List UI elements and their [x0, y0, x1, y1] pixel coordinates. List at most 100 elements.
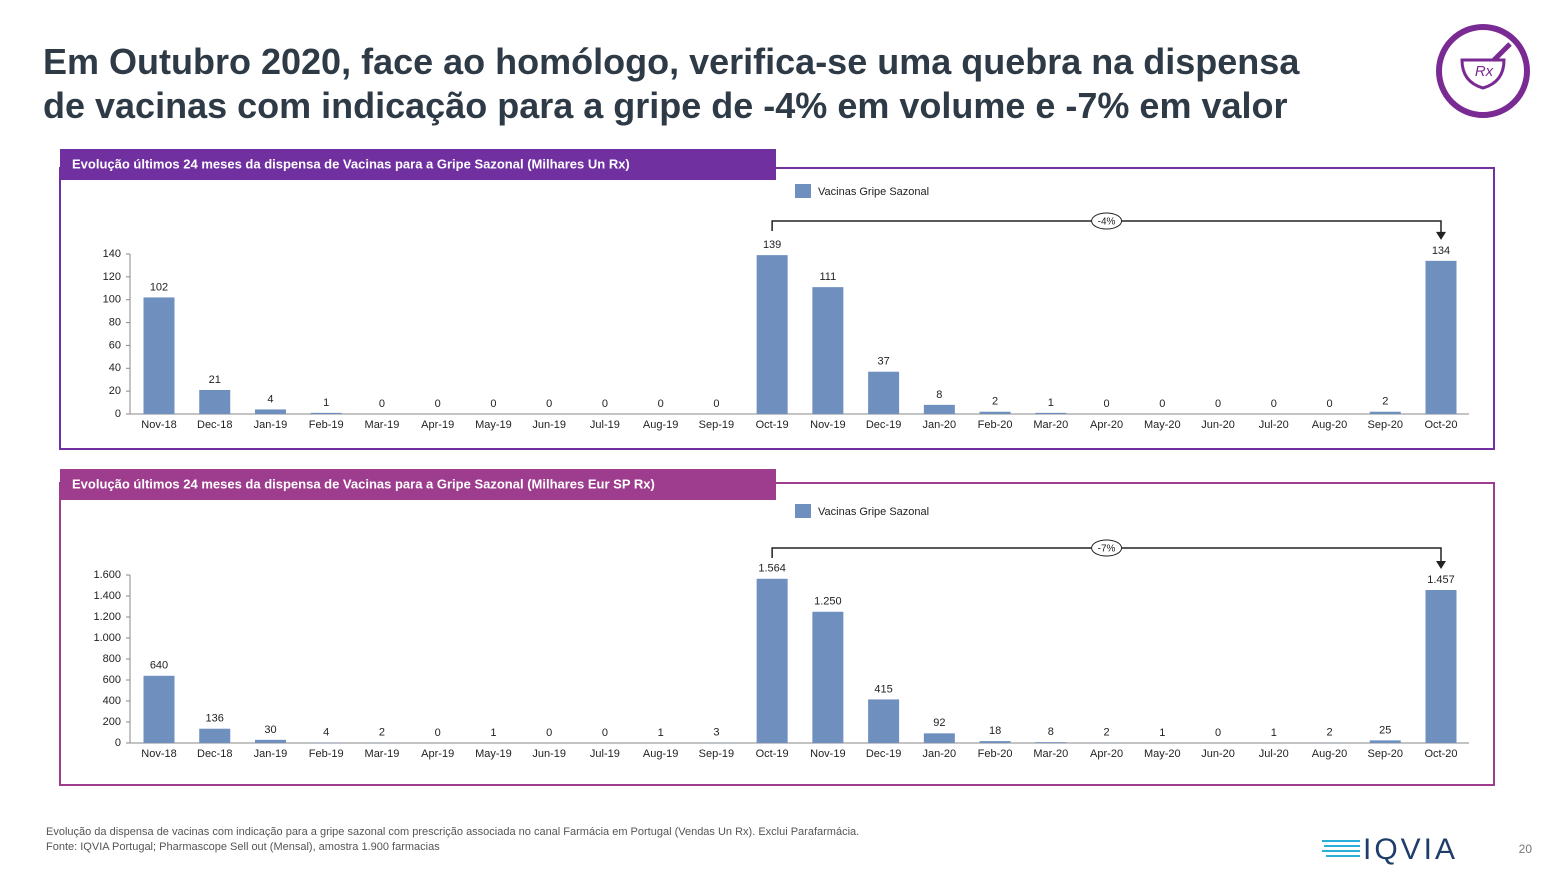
data-label: 0 — [602, 398, 608, 410]
data-label: 0 — [602, 727, 608, 739]
data-label: 0 — [713, 398, 719, 410]
y-tick-label: 1.600 — [93, 569, 121, 581]
bar — [979, 411, 1011, 414]
x-tick-label: Dec-18 — [197, 419, 232, 431]
data-label: 4 — [267, 393, 273, 405]
x-tick-label: May-19 — [475, 748, 512, 760]
bar — [756, 255, 788, 414]
x-tick-label: Feb-20 — [978, 419, 1013, 431]
bar — [812, 287, 844, 414]
data-label: 18 — [989, 725, 1001, 737]
x-tick-label: May-20 — [1144, 748, 1181, 760]
y-tick-label: 600 — [103, 674, 121, 686]
y-tick-label: 100 — [103, 294, 121, 306]
annotation-bubble — [1091, 212, 1123, 230]
page-number: 20 — [1519, 842, 1533, 856]
x-tick-label: Jan-19 — [254, 419, 288, 431]
y-tick-label: 400 — [103, 695, 121, 707]
annotation-bubble — [1091, 539, 1123, 557]
bracket-arrow — [1436, 231, 1446, 240]
legend-label: Vacinas Gripe Sazonal — [818, 186, 929, 198]
data-label: 1.250 — [814, 596, 842, 608]
data-label: 1 — [1048, 397, 1054, 409]
footnote: Evolução da dispensa de vacinas com indi… — [46, 826, 859, 838]
bar — [868, 371, 900, 414]
data-label: 136 — [206, 713, 224, 725]
data-label: 2 — [1382, 396, 1388, 408]
rx-icon: Rx — [1436, 24, 1530, 118]
annotation-label: -7% — [1098, 544, 1116, 555]
data-label: 0 — [1159, 398, 1165, 410]
bracket-arrow — [1436, 561, 1446, 570]
x-tick-label: Sep-20 — [1368, 748, 1403, 760]
data-label: 3 — [713, 727, 719, 739]
x-tick-label: Aug-19 — [643, 748, 678, 760]
x-tick-label: Jul-19 — [590, 748, 620, 760]
x-tick-label: Jan-20 — [923, 419, 957, 431]
data-label: 8 — [936, 389, 942, 401]
bar — [1369, 411, 1401, 414]
bar — [1369, 740, 1401, 743]
bar — [868, 699, 900, 743]
bar — [1425, 260, 1457, 414]
data-label: 1 — [1159, 727, 1165, 739]
panel-header — [60, 149, 776, 180]
x-tick-label: Oct-19 — [756, 419, 789, 431]
data-label: 139 — [763, 239, 781, 251]
data-label: 2 — [1104, 727, 1110, 739]
x-tick-label: Jun-20 — [1201, 419, 1235, 431]
x-tick-label: Mar-19 — [365, 419, 400, 431]
data-label: 92 — [933, 717, 945, 729]
x-tick-label: May-20 — [1144, 419, 1181, 431]
data-label: 0 — [1215, 398, 1221, 410]
x-tick-label: May-19 — [475, 419, 512, 431]
data-label: 102 — [150, 281, 168, 293]
data-label: 25 — [1379, 724, 1391, 736]
y-tick-label: 80 — [109, 316, 121, 328]
data-label: 0 — [546, 398, 552, 410]
x-tick-label: Mar-19 — [365, 748, 400, 760]
data-label: 2 — [1326, 727, 1332, 739]
panel-title: Evolução últimos 24 meses da dispensa de… — [72, 476, 655, 491]
x-tick-label: Feb-19 — [309, 748, 344, 760]
x-tick-label: Jul-20 — [1259, 748, 1289, 760]
title-line: de vacinas com indicação para a gripe de… — [43, 85, 1288, 126]
bar — [254, 409, 286, 414]
x-tick-label: Nov-18 — [141, 748, 176, 760]
data-label: 0 — [1215, 727, 1221, 739]
x-tick-label: Oct-19 — [756, 748, 789, 760]
annotation-label: -4% — [1098, 217, 1116, 228]
bar — [756, 578, 788, 743]
x-tick-label: Jan-19 — [254, 748, 288, 760]
x-tick-label: Dec-19 — [866, 748, 901, 760]
y-tick-label: 0 — [115, 408, 121, 420]
y-tick-label: 20 — [109, 385, 121, 397]
data-label: 37 — [877, 356, 889, 368]
bar — [1035, 412, 1067, 414]
data-label: 111 — [820, 271, 837, 283]
y-tick-label: 1.000 — [93, 632, 121, 644]
data-label: 0 — [1104, 398, 1110, 410]
x-tick-label: Jan-20 — [923, 748, 957, 760]
x-tick-label: Nov-18 — [141, 419, 176, 431]
data-label: 0 — [546, 727, 552, 739]
bar — [812, 611, 844, 743]
x-tick-label: Nov-19 — [810, 748, 845, 760]
data-label: 2 — [992, 396, 998, 408]
data-label: 0 — [379, 398, 385, 410]
x-tick-label: Feb-19 — [309, 419, 344, 431]
y-tick-label: 120 — [103, 271, 121, 283]
legend-label: Vacinas Gripe Sazonal — [818, 506, 929, 518]
y-tick-label: 0 — [115, 737, 121, 749]
panel — [59, 482, 1495, 786]
data-label: 30 — [264, 724, 276, 736]
data-label: 415 — [874, 683, 892, 695]
bar — [254, 739, 286, 743]
y-tick-label: 40 — [109, 362, 121, 374]
y-tick-label: 140 — [103, 248, 121, 260]
logo-lines — [1322, 840, 1360, 857]
data-label: 8 — [1048, 726, 1054, 738]
data-label: 0 — [658, 398, 664, 410]
